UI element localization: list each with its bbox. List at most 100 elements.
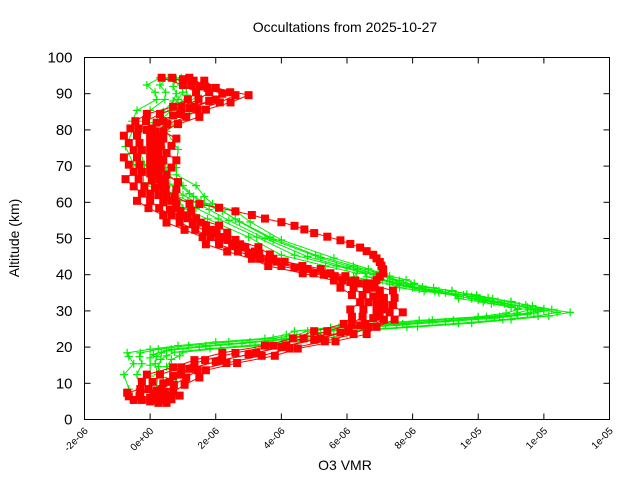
y-tick-label: 40 [56, 267, 73, 284]
data-point [218, 356, 227, 365]
data-point [135, 160, 144, 169]
data-point [183, 95, 192, 104]
data-point [170, 192, 179, 201]
data-point [146, 140, 155, 149]
data-point [178, 81, 187, 90]
data-point [172, 204, 181, 213]
data-point [159, 156, 168, 165]
data-point [215, 234, 224, 243]
data-point [375, 290, 384, 299]
data-point [566, 308, 575, 317]
data-point [231, 91, 240, 100]
data-point [290, 263, 299, 272]
data-point [293, 344, 302, 353]
data-point [269, 334, 278, 343]
data-point [180, 380, 189, 389]
data-point [434, 288, 443, 297]
data-point [507, 303, 516, 312]
data-point [339, 319, 348, 328]
data-point [269, 254, 278, 263]
data-point [167, 355, 176, 364]
data-point [223, 228, 232, 237]
data-point [362, 285, 371, 294]
data-point [157, 182, 166, 191]
data-point [513, 310, 522, 319]
data-point [142, 109, 151, 118]
data-point [155, 109, 164, 118]
data-point [180, 225, 189, 234]
data-point [358, 312, 367, 321]
data-point [134, 175, 143, 184]
data-point [167, 345, 176, 354]
data-point [200, 192, 209, 201]
data-point [372, 299, 381, 308]
data-point [211, 95, 220, 104]
data-point [160, 178, 169, 187]
data-point [129, 167, 138, 176]
data-point [156, 395, 165, 404]
data-point [372, 306, 381, 315]
data-point [398, 308, 407, 317]
data-point [472, 290, 481, 299]
data-point [142, 125, 151, 134]
data-point [157, 385, 166, 394]
data-point [257, 351, 266, 360]
data-point [160, 95, 169, 104]
data-point [265, 250, 274, 259]
data-point [369, 292, 378, 301]
data-point [200, 76, 209, 85]
data-point [228, 241, 237, 250]
data-point [169, 387, 178, 396]
data-point [155, 81, 164, 90]
data-point [347, 319, 356, 328]
data-point [165, 205, 174, 214]
data-point [146, 361, 155, 370]
data-point [119, 370, 128, 379]
data-point [169, 380, 178, 389]
data-point [231, 235, 240, 244]
data-point [119, 131, 128, 140]
data-point [218, 348, 227, 357]
data-point [379, 293, 388, 302]
data-point [474, 296, 483, 305]
data-point [189, 76, 198, 85]
y-tick-label: 30 [56, 303, 73, 320]
data-point [119, 153, 128, 162]
y-tick-label: 70 [56, 158, 73, 175]
data-point [185, 364, 194, 373]
data-point [175, 391, 184, 400]
data-point [512, 309, 521, 318]
series-profile-red [119, 73, 407, 407]
data-point [224, 216, 233, 225]
data-point [290, 221, 299, 230]
data-point [185, 73, 194, 82]
data-point [159, 134, 168, 143]
data-point [201, 366, 210, 375]
data-point [152, 95, 161, 104]
data-point [336, 283, 345, 292]
data-point [415, 285, 424, 294]
data-point [320, 270, 329, 279]
data-point [331, 337, 340, 346]
data-point [142, 81, 151, 90]
data-point [250, 247, 259, 256]
data-point [311, 251, 320, 260]
data-point [215, 98, 224, 107]
data-point [146, 189, 155, 198]
data-point [235, 217, 244, 226]
data-point [226, 98, 235, 107]
data-point [303, 264, 312, 273]
y-tick-label: 50 [56, 231, 73, 248]
data-point [346, 277, 355, 286]
data-point [454, 319, 463, 328]
data-point [309, 269, 318, 278]
data-point [364, 298, 373, 307]
data-point [140, 182, 149, 191]
data-point [152, 160, 161, 169]
data-point [362, 279, 371, 288]
data-point [200, 81, 209, 90]
data-point [395, 281, 404, 290]
data-point [124, 352, 133, 361]
data-point [174, 95, 183, 104]
data-point [135, 352, 144, 361]
